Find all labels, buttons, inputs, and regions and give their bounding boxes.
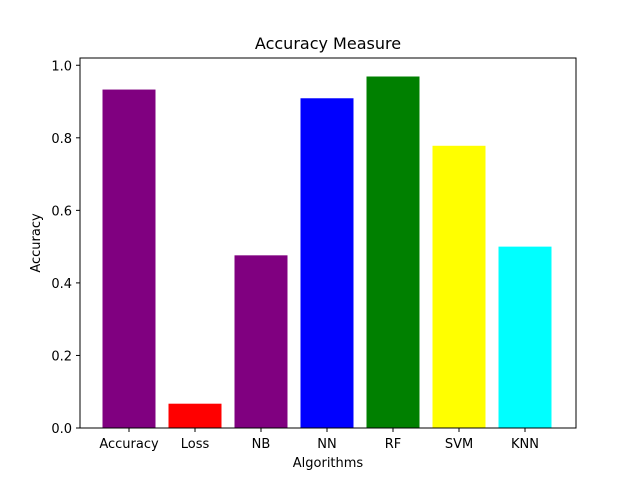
y-axis-label: Accuracy	[29, 213, 44, 273]
x-tick-label: KNN	[511, 437, 539, 452]
y-tick-label: 0.2	[51, 349, 72, 364]
y-tick-label: 0.0	[51, 422, 72, 437]
y-tick-label: 1.0	[51, 59, 72, 74]
y-tick-label: 0.8	[51, 132, 72, 147]
bar-svm	[432, 145, 486, 429]
y-tick-label: 0.6	[51, 204, 72, 219]
y-tick-label: 0.4	[51, 277, 72, 292]
x-axis-label: Algorithms	[293, 456, 364, 471]
y-axis-ticks: 0.0 0.2 0.4 0.6 0.8 1.0	[51, 59, 80, 437]
x-tick-label: NB	[252, 437, 271, 452]
x-tick-label: SVM	[445, 437, 473, 452]
bar-rf	[366, 76, 420, 428]
x-tick-label: NN	[317, 437, 336, 452]
bar-knn	[498, 246, 552, 428]
x-tick-label: Loss	[181, 437, 210, 452]
bar-nb	[234, 255, 288, 428]
plot-frame	[79, 57, 577, 429]
x-tick-label: Accuracy	[99, 437, 159, 452]
x-tick-label: RF	[385, 437, 402, 452]
bar-loss	[168, 403, 222, 428]
x-axis-ticks: Accuracy Loss NB NN RF SVM KNN	[99, 428, 539, 452]
bar-accuracy	[102, 89, 156, 428]
chart-title: Accuracy Measure	[255, 34, 401, 53]
bars-group	[102, 76, 552, 429]
bar-nn	[300, 98, 354, 428]
